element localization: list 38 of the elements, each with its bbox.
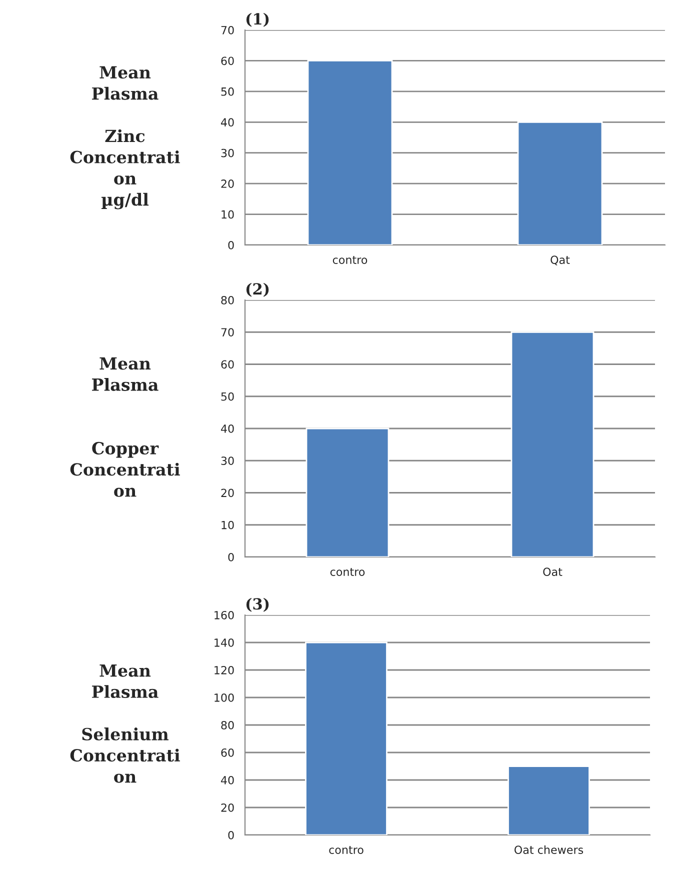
y-tick-label: 0: [228, 240, 234, 250]
y-tick-label: 40: [220, 424, 234, 433]
y-tick-label: 30: [221, 456, 234, 466]
y-tick-label: 0: [228, 830, 234, 840]
text: Mean Plasma Copper Concentrati on: [70, 357, 180, 497]
y-tick-label: 70: [221, 328, 234, 337]
y-tick-label: 120: [214, 666, 234, 674]
y-tick-label: 30: [221, 148, 234, 158]
y-tick-label: 10: [222, 210, 234, 219]
y-tick-label: 60: [221, 56, 234, 66]
chart-title: (1): [246, 12, 269, 27]
y-tick-label: 10: [222, 520, 234, 530]
y-tick-label: 20: [221, 488, 234, 498]
chart-title: (2): [246, 282, 269, 297]
x-tick-label: contro: [330, 568, 365, 576]
y-tick-label: 60: [221, 360, 234, 369]
y-tick-label: 40: [220, 776, 234, 784]
y-tick-label: 80: [221, 296, 234, 304]
y-tick-label: 80: [221, 720, 234, 730]
y-tick-label: 50: [221, 392, 234, 401]
text: Mean Plasma Selenium Concentrati on: [70, 664, 180, 783]
y-tick-label: 160: [214, 610, 234, 620]
text: Mean Plasma Zinc Concentrati on µg/dl: [70, 66, 180, 210]
chart-title: (3): [246, 598, 269, 612]
x-tick-label: contro: [329, 846, 364, 854]
y-tick-label: 140: [214, 638, 234, 647]
y-tick-label: 70: [221, 26, 234, 34]
x-tick-label: Oat chewers: [514, 845, 584, 854]
y-tick-label: 50: [221, 87, 234, 96]
y-tick-label: 100: [214, 693, 234, 702]
y-tick-label: 20: [221, 803, 234, 812]
x-tick-label: contro: [332, 256, 368, 264]
y-tick-label: 60: [221, 748, 234, 757]
y-tick-label: 0: [228, 552, 234, 562]
x-tick-label: Oat: [543, 568, 562, 576]
x-tick-label: Qat: [550, 256, 570, 266]
y-tick-label: 40: [220, 118, 234, 127]
y-tick-label: 20: [221, 180, 234, 188]
